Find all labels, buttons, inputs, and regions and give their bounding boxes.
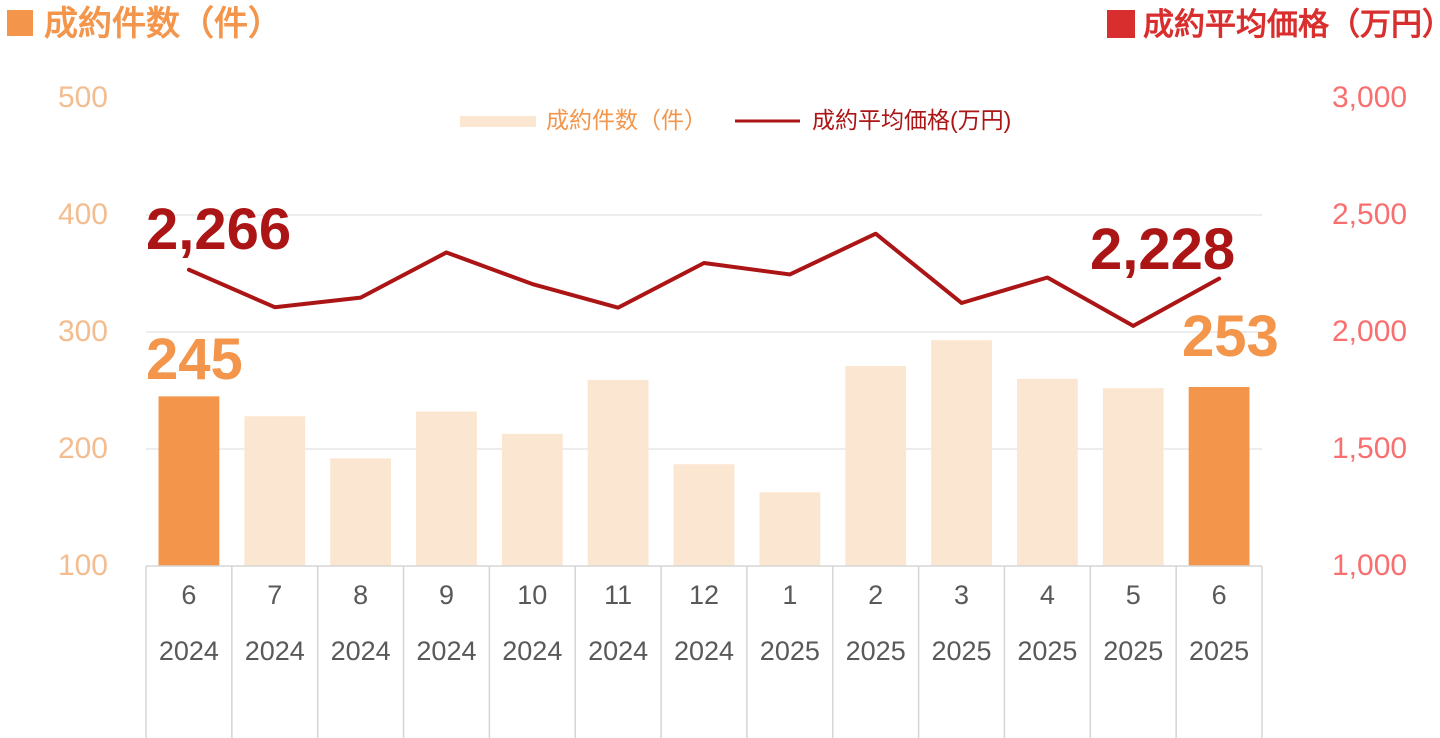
svg-text:1,500: 1,500 <box>1332 432 1407 465</box>
svg-text:2025: 2025 <box>1103 636 1163 666</box>
svg-text:2025: 2025 <box>1017 636 1077 666</box>
svg-text:2025: 2025 <box>1189 636 1249 666</box>
svg-text:2,500: 2,500 <box>1332 198 1407 231</box>
svg-text:2024: 2024 <box>416 636 476 666</box>
svg-text:2: 2 <box>868 580 883 610</box>
svg-text:2,000: 2,000 <box>1332 315 1407 348</box>
svg-text:400: 400 <box>58 198 108 231</box>
svg-text:2,228: 2,228 <box>1090 217 1235 282</box>
svg-text:4: 4 <box>1040 580 1055 610</box>
svg-text:2025: 2025 <box>932 636 992 666</box>
svg-text:253: 253 <box>1182 304 1279 369</box>
svg-text:成約件数（件）: 成約件数（件） <box>44 4 282 43</box>
svg-text:500: 500 <box>58 81 108 114</box>
svg-text:2025: 2025 <box>760 636 820 666</box>
svg-text:245: 245 <box>146 327 243 392</box>
svg-text:10: 10 <box>517 580 547 610</box>
svg-text:300: 300 <box>58 315 108 348</box>
svg-text:100: 100 <box>58 549 108 582</box>
svg-text:2024: 2024 <box>588 636 648 666</box>
svg-text:3,000: 3,000 <box>1332 81 1407 114</box>
svg-text:7: 7 <box>267 580 282 610</box>
svg-text:6: 6 <box>1212 580 1227 610</box>
svg-text:成約件数（件）: 成約件数（件） <box>546 107 707 133</box>
svg-text:200: 200 <box>58 432 108 465</box>
svg-text:1: 1 <box>782 580 797 610</box>
svg-text:2024: 2024 <box>331 636 391 666</box>
svg-text:2024: 2024 <box>159 636 219 666</box>
svg-text:2,266: 2,266 <box>146 197 291 262</box>
svg-text:成約平均価格(万円): 成約平均価格(万円) <box>812 107 1011 133</box>
svg-text:8: 8 <box>353 580 368 610</box>
svg-text:12: 12 <box>689 580 719 610</box>
svg-text:6: 6 <box>181 580 196 610</box>
svg-text:2024: 2024 <box>502 636 562 666</box>
svg-text:成約平均価格（万円）: 成約平均価格（万円） <box>1143 7 1440 42</box>
svg-text:5: 5 <box>1126 580 1141 610</box>
svg-text:1,000: 1,000 <box>1332 549 1407 582</box>
svg-text:2024: 2024 <box>674 636 734 666</box>
svg-text:2024: 2024 <box>245 636 305 666</box>
svg-text:9: 9 <box>439 580 454 610</box>
svg-text:11: 11 <box>604 580 632 610</box>
svg-text:2025: 2025 <box>846 636 906 666</box>
svg-text:3: 3 <box>954 580 969 610</box>
